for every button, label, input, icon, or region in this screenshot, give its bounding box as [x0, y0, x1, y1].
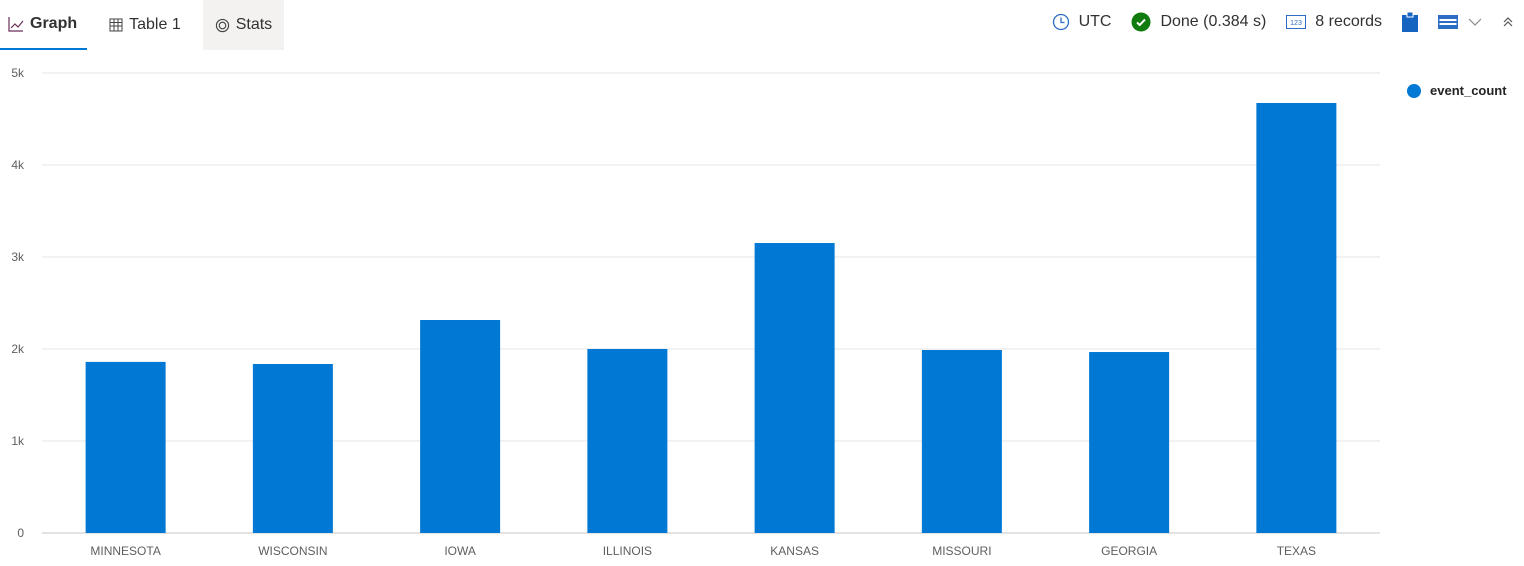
y-tick-label: 3k — [11, 250, 25, 264]
target-icon — [215, 18, 229, 32]
tab-label: Table 1 — [129, 16, 181, 33]
line-chart-icon — [8, 17, 24, 32]
records-text: 8 records — [1315, 13, 1382, 30]
bar — [754, 243, 835, 534]
tab-graph[interactable]: Graph — [0, 0, 88, 50]
x-tick-label: WISCONSIN — [258, 544, 327, 558]
x-tick-label: MISSOURI — [932, 544, 991, 558]
y-tick-label: 2k — [11, 342, 25, 356]
bar — [85, 361, 166, 533]
check-circle-icon — [1131, 12, 1151, 32]
svg-text:123: 123 — [1290, 20, 1302, 27]
bar — [1089, 352, 1170, 533]
clipboard-icon[interactable] — [1402, 12, 1418, 32]
query-status: Done (0.384 s) — [1131, 12, 1266, 32]
bar — [1256, 102, 1337, 533]
number-icon: 123 — [1286, 15, 1307, 29]
bar — [252, 363, 333, 533]
y-tick-label: 1k — [11, 434, 25, 448]
x-tick-label: MINNESOTA — [90, 544, 160, 558]
layout-icon — [1438, 15, 1458, 29]
bar — [587, 349, 668, 533]
x-tick-label: GEORGIA — [1101, 544, 1157, 558]
x-tick-label: TEXAS — [1277, 544, 1316, 558]
x-tick-label: IOWA — [444, 544, 476, 558]
toolbar: UTC Done (0.384 s) 123 8 records — [1052, 0, 1514, 44]
timezone-button[interactable]: UTC — [1052, 13, 1112, 31]
tab-label: Stats — [235, 16, 273, 33]
x-tick-label: ILLINOIS — [603, 544, 652, 558]
tab-table-1[interactable]: Table 1 — [99, 0, 191, 50]
chevron-down-icon — [1468, 18, 1482, 26]
result-tabs: Graph Table 1 Stats — [0, 0, 285, 50]
clock-icon — [1052, 13, 1069, 31]
legend-item[interactable]: event_count — [1407, 83, 1507, 98]
bar — [921, 350, 1002, 533]
table-icon — [109, 18, 123, 32]
records-count: 123 8 records — [1286, 13, 1382, 31]
collapse-icon[interactable] — [1502, 16, 1514, 28]
tab-stats[interactable]: Stats — [202, 0, 285, 50]
y-tick-label: 0 — [17, 526, 24, 540]
tab-label: Graph — [30, 15, 78, 32]
legend-label: event_count — [1430, 83, 1507, 98]
y-tick-label: 4k — [11, 158, 25, 172]
x-tick-label: KANSAS — [770, 544, 819, 558]
layout-dropdown[interactable] — [1438, 15, 1482, 29]
timezone-label: UTC — [1078, 13, 1112, 30]
bar — [420, 320, 501, 533]
status-text: Done (0.384 s) — [1160, 13, 1267, 30]
y-tick-label: 5k — [11, 66, 25, 80]
legend-swatch — [1407, 83, 1421, 98]
